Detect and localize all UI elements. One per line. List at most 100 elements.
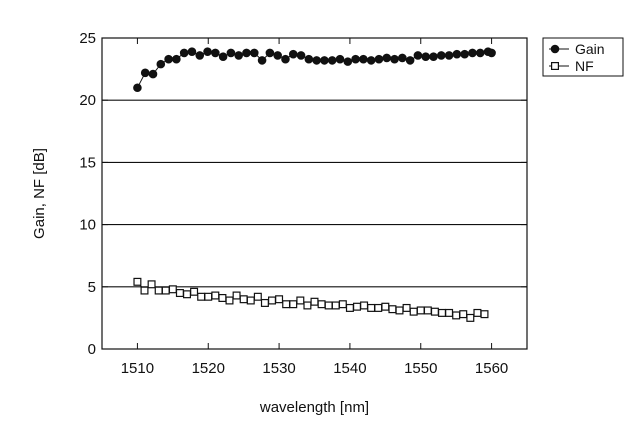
nf-point <box>480 310 489 319</box>
gain-point <box>312 56 321 65</box>
gain-point <box>405 56 415 65</box>
gain-point <box>413 51 423 60</box>
gain-point <box>187 47 197 56</box>
gain-point <box>366 56 376 65</box>
gain-point <box>179 48 189 58</box>
nf-point <box>452 311 461 320</box>
gain-point <box>304 54 314 64</box>
gain-point <box>335 54 345 64</box>
nf-point <box>317 300 326 309</box>
nf-point <box>211 291 220 300</box>
gain-point <box>436 51 446 60</box>
nf-point <box>338 300 347 309</box>
gain-point <box>265 48 275 58</box>
x-tick-label: 1550 <box>404 360 437 377</box>
legend-label-nf: NF <box>575 58 594 74</box>
nf-point <box>303 301 312 310</box>
nf-point <box>246 296 255 305</box>
nf-point <box>445 308 454 317</box>
nf-point <box>161 286 170 295</box>
nf-point <box>140 286 149 295</box>
nf-point <box>183 290 192 299</box>
legend-box <box>542 37 624 77</box>
nf-point <box>204 292 213 301</box>
nf-point <box>289 300 298 309</box>
series-gain <box>133 47 496 93</box>
nf-point <box>402 303 411 312</box>
x-tick-label: 1510 <box>121 360 154 377</box>
y-tick-label: 0 <box>88 341 96 358</box>
nf-point <box>239 295 248 304</box>
nf-point <box>331 301 340 310</box>
nf-point <box>430 307 439 316</box>
legend-entry-gain: Gain <box>549 41 605 57</box>
gain-point <box>390 54 399 64</box>
nf-point <box>175 289 184 298</box>
gain-point <box>398 53 407 63</box>
gain-point <box>487 48 496 58</box>
series-layer <box>133 47 496 322</box>
gain-point <box>281 54 290 64</box>
nf-point <box>190 287 199 296</box>
y-axis-title: Gain, NF [dB] <box>31 148 48 239</box>
gain-point <box>164 54 173 64</box>
gain-point <box>172 54 181 64</box>
nf-point <box>310 297 319 306</box>
gain-point <box>444 51 454 60</box>
gain-point <box>156 59 166 69</box>
gain-point <box>320 56 329 65</box>
nf-point <box>423 306 432 315</box>
nf-point <box>282 300 291 309</box>
gain-point <box>257 56 267 65</box>
gain-point <box>296 51 306 60</box>
grid-layer <box>102 99 527 288</box>
nf-point <box>268 296 277 305</box>
nf-point <box>381 302 390 311</box>
gain-point <box>234 51 244 60</box>
series-nf <box>133 277 489 322</box>
plot-frame <box>101 37 528 350</box>
nf-point <box>253 292 262 301</box>
gain-point <box>242 48 251 58</box>
nf-point <box>197 292 206 301</box>
nf-point <box>459 310 468 319</box>
nf-point <box>324 301 333 310</box>
nf-point <box>416 306 425 315</box>
gain-point <box>460 49 469 59</box>
nf-point <box>275 295 284 304</box>
nf-point <box>345 303 354 312</box>
nf-point <box>232 291 241 300</box>
nf-point <box>225 296 234 305</box>
x-tick-label: 1520 <box>192 360 225 377</box>
x-tick-label: 1540 <box>333 360 366 377</box>
gain-point <box>429 52 438 61</box>
gain-point <box>475 48 485 58</box>
gain-point <box>195 51 205 60</box>
y-tick-label: 10 <box>79 217 96 234</box>
legend-marker-gain <box>550 44 560 54</box>
nf-point <box>154 286 163 295</box>
y-tick-label: 25 <box>79 30 96 47</box>
nf-point <box>133 277 142 286</box>
y-tick-label: 15 <box>79 154 96 171</box>
nf-point <box>395 306 404 315</box>
nf-point <box>147 280 156 289</box>
nf-point <box>353 302 362 311</box>
gain-point <box>468 48 477 58</box>
nf-point <box>296 296 305 305</box>
nf-point <box>438 308 447 317</box>
gain-point <box>226 48 236 58</box>
nf-point <box>374 303 383 312</box>
nf-point <box>218 293 227 302</box>
x-tick-label: 1560 <box>475 360 508 377</box>
gain-point <box>421 52 431 61</box>
y-tick-label: 5 <box>88 279 96 296</box>
legend-entry-nf: NF <box>549 58 594 74</box>
gain-point <box>343 57 353 66</box>
nf-point <box>466 313 475 322</box>
nf-point <box>168 285 177 294</box>
nf-point <box>360 301 369 310</box>
